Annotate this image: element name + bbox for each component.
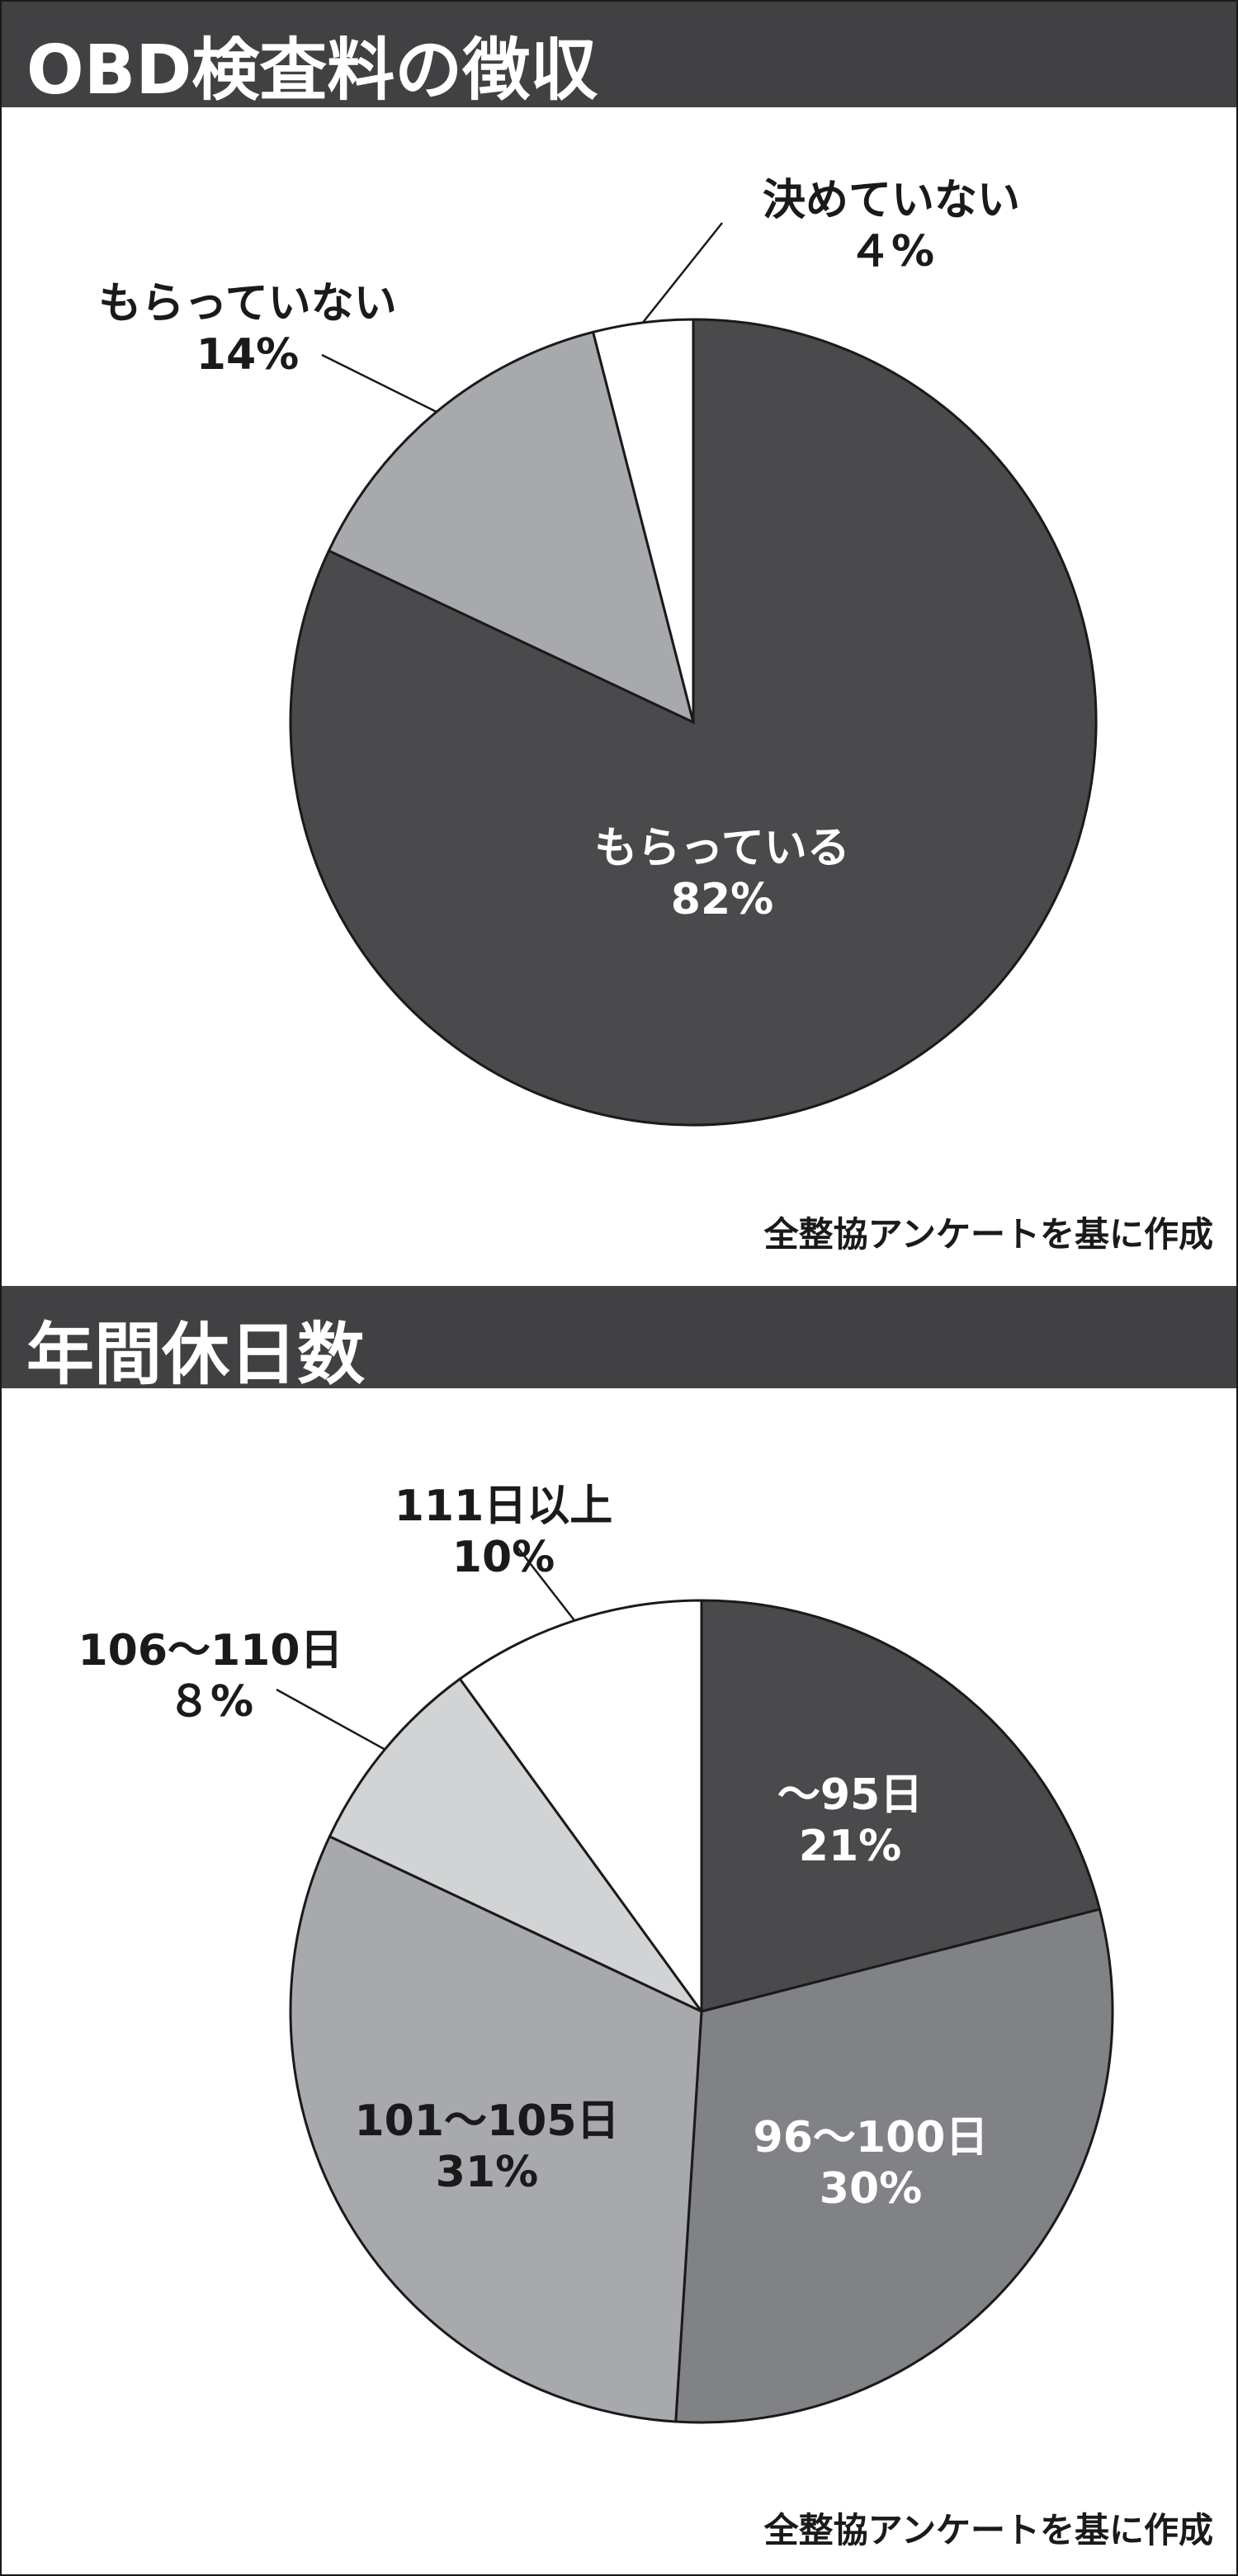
chart-1-title: OBD検査料の徴収 bbox=[26, 31, 598, 110]
chart-1-source-note: 全整協アンケートを基に作成 bbox=[763, 1214, 1213, 1255]
chart-2-slice-4 bbox=[328, 1677, 703, 2013]
chart-2-slice-5 bbox=[458, 1599, 703, 2016]
chart-2-leader-line-4 bbox=[276, 1688, 385, 1751]
chart-2-title: 年間休日数 bbox=[26, 1316, 366, 1394]
chart-2-slice-3-value-label: 31% bbox=[436, 2148, 538, 2197]
chart-2-slice-1-value-label: 21% bbox=[799, 1822, 901, 1871]
chart-2-slice-2-value-label: 30% bbox=[820, 2164, 922, 2214]
chart-2-slice-4-value-label: ８% bbox=[168, 1677, 253, 1727]
chart-1-slice-1-label: もらっている bbox=[594, 824, 849, 873]
chart-1-leader-line-2 bbox=[321, 353, 437, 414]
chart-2-slice-3-label: 101～105日 bbox=[354, 2096, 619, 2146]
chart-2-slice-3 bbox=[289, 1834, 703, 2423]
chart-1-slice-2-label: もらっていない bbox=[98, 279, 396, 328]
chart-1-slice-3 bbox=[591, 318, 695, 723]
chart-2-title-banner: 年間休日数 bbox=[2, 1286, 1236, 1394]
chart-2-slice-2-label: 96～100日 bbox=[754, 2113, 989, 2162]
chart-2-slice-5-label: 111日以上 bbox=[395, 1482, 613, 1531]
chart-1-title-banner: OBD検査料の徴収 bbox=[2, 2, 1236, 110]
chart-1-leader-line-3 bbox=[641, 222, 723, 324]
chart-1-slice-1-value-label: 82% bbox=[671, 875, 773, 924]
chart-2-leader-line-5 bbox=[515, 1544, 576, 1622]
chart-1-slice-3-label: 決めていない bbox=[763, 176, 1020, 225]
chart-2-source-note: 全整協アンケートを基に作成 bbox=[763, 2510, 1213, 2550]
chart-2-slice-1-label: ～95日 bbox=[777, 1770, 923, 1820]
chart-1-slice-3-value-label: ４% bbox=[848, 227, 934, 277]
chart-1-slice-2-value-label: 14% bbox=[196, 330, 299, 380]
chart-2-slice-1 bbox=[700, 1599, 1102, 2013]
chart-2-slice-4-label: 106～110日 bbox=[78, 1626, 343, 1676]
chart-2-slice-5-value-label: 10% bbox=[452, 1533, 555, 1582]
chart-2-slice-2 bbox=[674, 1907, 1114, 2424]
